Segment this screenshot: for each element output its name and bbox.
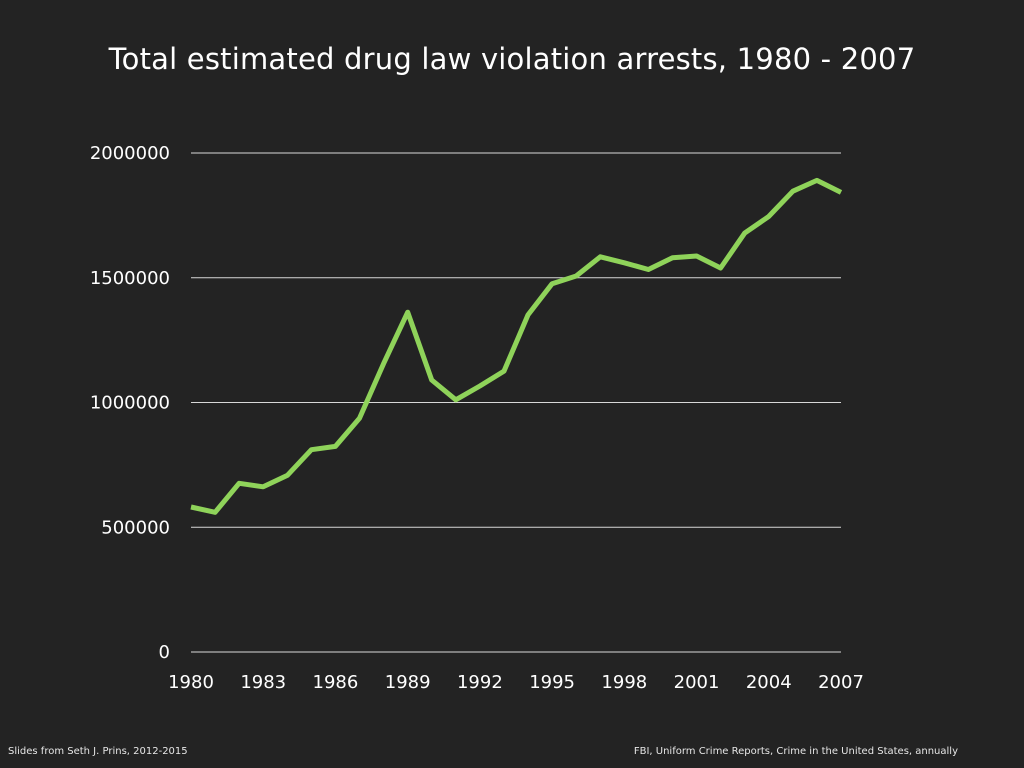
- data-point-1983: [261, 484, 266, 489]
- x-tick-label: 1989: [385, 672, 431, 693]
- y-tick-label: 1500000: [90, 268, 170, 289]
- y-tick-label: 2000000: [90, 143, 170, 164]
- data-point-1986: [333, 444, 338, 449]
- data-point-2005: [790, 189, 795, 194]
- y-tick-label: 500000: [101, 517, 170, 538]
- x-tick-label: 1983: [240, 672, 286, 693]
- data-point-1988: [381, 361, 386, 366]
- data-point-1996: [574, 274, 579, 279]
- data-point-1985: [309, 447, 314, 452]
- footer-credit: Slides from Seth J. Prins, 2012-2015: [8, 746, 188, 757]
- data-point-1981: [213, 510, 218, 515]
- data-point-1999: [646, 267, 651, 272]
- data-point-1994: [526, 312, 531, 317]
- data-point-2001: [694, 254, 699, 259]
- data-point-2003: [742, 231, 747, 236]
- chart-title: Total estimated drug law violation arres…: [108, 42, 916, 76]
- data-point-1993: [502, 369, 507, 374]
- x-axis-ticks: 1980 1983 1986 1989 1992 1995 1998 2001 2004 2007: [168, 672, 864, 693]
- y-tick-label: 0: [159, 642, 170, 663]
- data-point-1990: [429, 378, 434, 383]
- y-tick-label: 1000000: [90, 393, 170, 414]
- data-point-1991: [453, 397, 458, 402]
- x-tick-label: 2001: [674, 672, 720, 693]
- x-tick-label: 1986: [313, 672, 359, 693]
- x-tick-label: 1992: [457, 672, 503, 693]
- data-point-1992: [477, 384, 482, 389]
- data-point-2002: [718, 266, 723, 271]
- data-point-2000: [670, 255, 675, 260]
- x-tick-label: 2004: [746, 672, 792, 693]
- x-tick-label: 2007: [818, 672, 864, 693]
- data-point-1989: [405, 310, 410, 315]
- data-point-1998: [622, 260, 627, 265]
- data-point-1984: [285, 473, 290, 478]
- data-point-2006: [814, 178, 819, 183]
- x-tick-label: 1995: [529, 672, 575, 693]
- footer-source: FBI, Uniform Crime Reports, Crime in the…: [633, 746, 958, 757]
- y-axis-ticks: 0 500000 1000000 1500000 2000000: [90, 143, 170, 663]
- data-point-2007: [839, 190, 844, 195]
- x-tick-label: 1998: [601, 672, 647, 693]
- data-point-1982: [237, 481, 242, 486]
- gridlines: [191, 152, 841, 653]
- data-point-2004: [766, 214, 771, 219]
- data-point-1995: [550, 281, 555, 286]
- data-point-1980: [189, 505, 194, 510]
- series-line-0: [190, 177, 843, 515]
- series-layer: [189, 177, 844, 515]
- x-tick-label: 1980: [168, 672, 214, 693]
- data-point-1997: [598, 254, 603, 259]
- data-point-1987: [357, 416, 362, 421]
